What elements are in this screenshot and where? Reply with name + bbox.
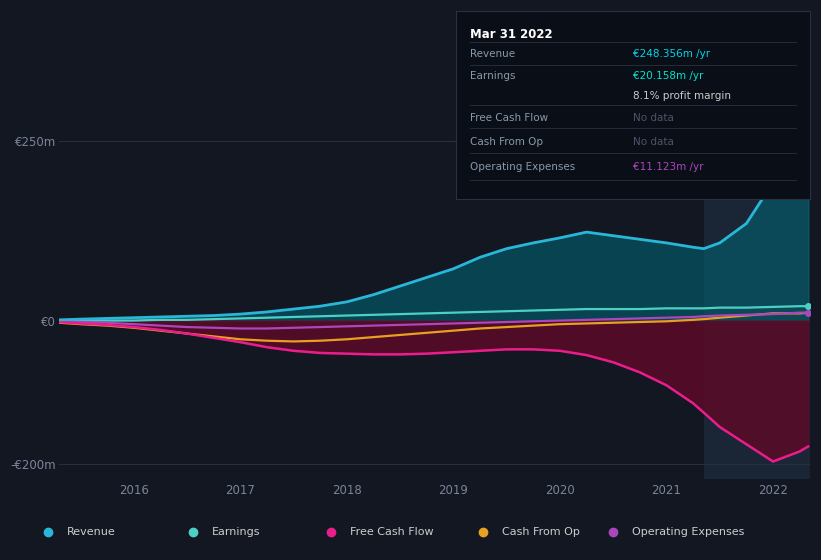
Text: €20.158m /yr: €20.158m /yr — [633, 71, 704, 81]
Bar — [704, 112, 810, 479]
Text: €11.123m /yr: €11.123m /yr — [633, 162, 704, 172]
Text: Operating Expenses: Operating Expenses — [632, 527, 745, 537]
Text: No data: No data — [633, 137, 674, 147]
Text: Revenue: Revenue — [470, 49, 515, 59]
Text: Revenue: Revenue — [67, 527, 116, 537]
Text: Cash From Op: Cash From Op — [502, 527, 580, 537]
Text: Free Cash Flow: Free Cash Flow — [350, 527, 433, 537]
Text: No data: No data — [633, 114, 674, 123]
Text: Free Cash Flow: Free Cash Flow — [470, 114, 548, 123]
Text: Operating Expenses: Operating Expenses — [470, 162, 575, 172]
Text: Earnings: Earnings — [213, 527, 261, 537]
Text: Mar 31 2022: Mar 31 2022 — [470, 28, 553, 41]
Text: 8.1% profit margin: 8.1% profit margin — [633, 91, 731, 101]
Text: Earnings: Earnings — [470, 71, 516, 81]
Text: €248.356m /yr: €248.356m /yr — [633, 49, 710, 59]
Text: Cash From Op: Cash From Op — [470, 137, 543, 147]
